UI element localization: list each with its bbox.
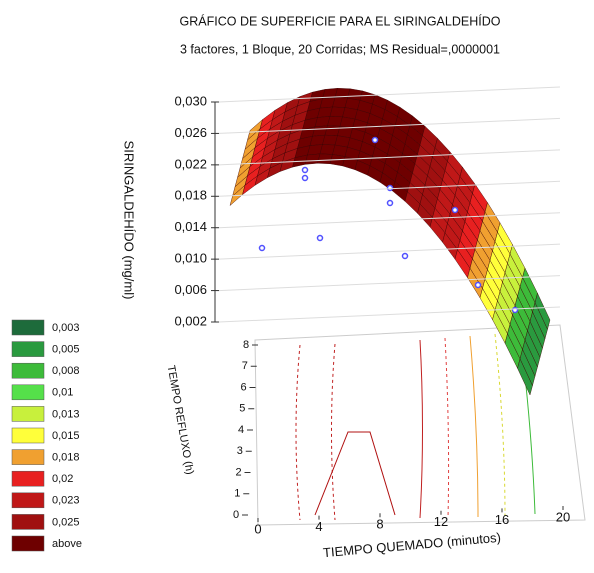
legend-swatch [11,449,45,465]
legend-label: 0,023 [52,495,80,507]
grid-line [218,275,561,292]
contour-line [469,335,479,518]
x-axis-label: TIEMPO QUEMADO (minutos) [322,530,501,560]
contour-line [419,339,423,519]
design-point [386,184,394,192]
design-point [474,281,482,289]
contour-line [494,333,506,517]
y-tick-label: 5 [239,403,245,415]
legend-label: above [52,538,82,550]
x-tick-label: 4 [315,519,322,534]
floor-plane [254,324,586,526]
legend-label: 0,02 [52,473,73,485]
grid-line [218,212,561,229]
grid-line [218,86,561,103]
design-point [258,244,266,252]
contour-line [331,343,336,521]
z-tick-label: 0,018 [174,188,207,203]
legend-swatch [11,406,45,422]
design-point [401,252,409,260]
grid-line [218,149,561,166]
grid-line [218,180,561,197]
legend-swatch [11,362,45,379]
legend-label: 0,025 [52,516,80,528]
grid-line [218,243,561,260]
legend-label: 0,003 [52,322,80,334]
z-tick-label: 0,022 [174,156,207,171]
contour-line [444,337,450,519]
design-point [316,234,324,242]
z-tick-label: 0,002 [174,313,207,328]
z-tick-label: 0,014 [174,219,207,234]
design-point [301,174,309,182]
design-point [301,166,309,174]
y-tick-label: 3 [237,445,243,457]
legend-label: 0,008 [52,365,80,377]
legend-label: 0,018 [52,452,80,464]
design-points [258,136,519,314]
legend-swatch [11,535,45,552]
legend-swatch [11,319,45,336]
y-tick-label: 4 [238,424,244,436]
z-tick-label: 0,026 [174,125,207,140]
legend-swatch [11,470,45,487]
grid-line [218,117,561,134]
legend-swatch [11,427,45,444]
design-point [371,136,379,144]
x-tick-label: 16 [495,512,509,527]
z-tick-label: 0,030 [174,93,207,108]
legend-label: 0,013 [52,408,80,420]
design-point [511,306,519,314]
legend-swatch [11,384,45,401]
legend-label: 0,005 [52,344,80,356]
legend-swatch [11,341,45,357]
legend-label: 0,01 [52,387,73,399]
legend-swatch [11,514,45,530]
z-tick-label: 0,006 [174,282,207,297]
y-axis-label: TEMPO REFLUXO (h) [165,364,196,475]
x-tick-label: 12 [434,514,448,529]
grid-line [218,306,561,323]
y-tick-label: 8 [243,339,249,351]
y-tick-label: 1 [234,488,240,500]
contour-line [295,344,301,521]
z-tick-label: 0,010 [174,251,207,266]
x-tick-label: 20 [556,509,570,524]
y-tick-label: 2 [235,466,241,478]
legend-label: 0,015 [52,430,80,442]
y-tick-label: 7 [242,360,248,372]
chart-title: GRÁFICO DE SUPERFICIE PARA EL SIRINGALDE… [180,13,501,28]
z-axis-label: SIRINGALDEHÍDO (mg/ml) [122,141,137,300]
y-tick-label: 0 [233,509,239,521]
legend-swatch [11,492,45,509]
x-tick-label: 8 [376,517,383,532]
chart-subtitle: 3 factores, 1 Bloque, 20 Corridas; MS Re… [180,42,500,56]
x-tick-label: 0 [254,521,261,536]
surface-patch [517,358,533,396]
contour-line [314,431,396,516]
contour-floor [254,324,586,526]
surface [229,88,551,396]
y-tick-label: 6 [240,381,246,393]
design-point [451,206,459,214]
design-point [386,199,394,207]
